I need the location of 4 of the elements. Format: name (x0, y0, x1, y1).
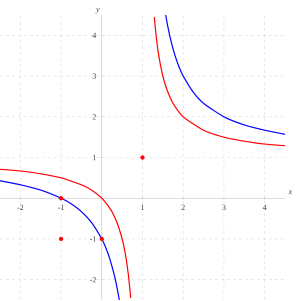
point (140, 155, 145, 160)
point (100, 236, 104, 242)
point (58, 236, 64, 242)
point (58, 196, 64, 200)
